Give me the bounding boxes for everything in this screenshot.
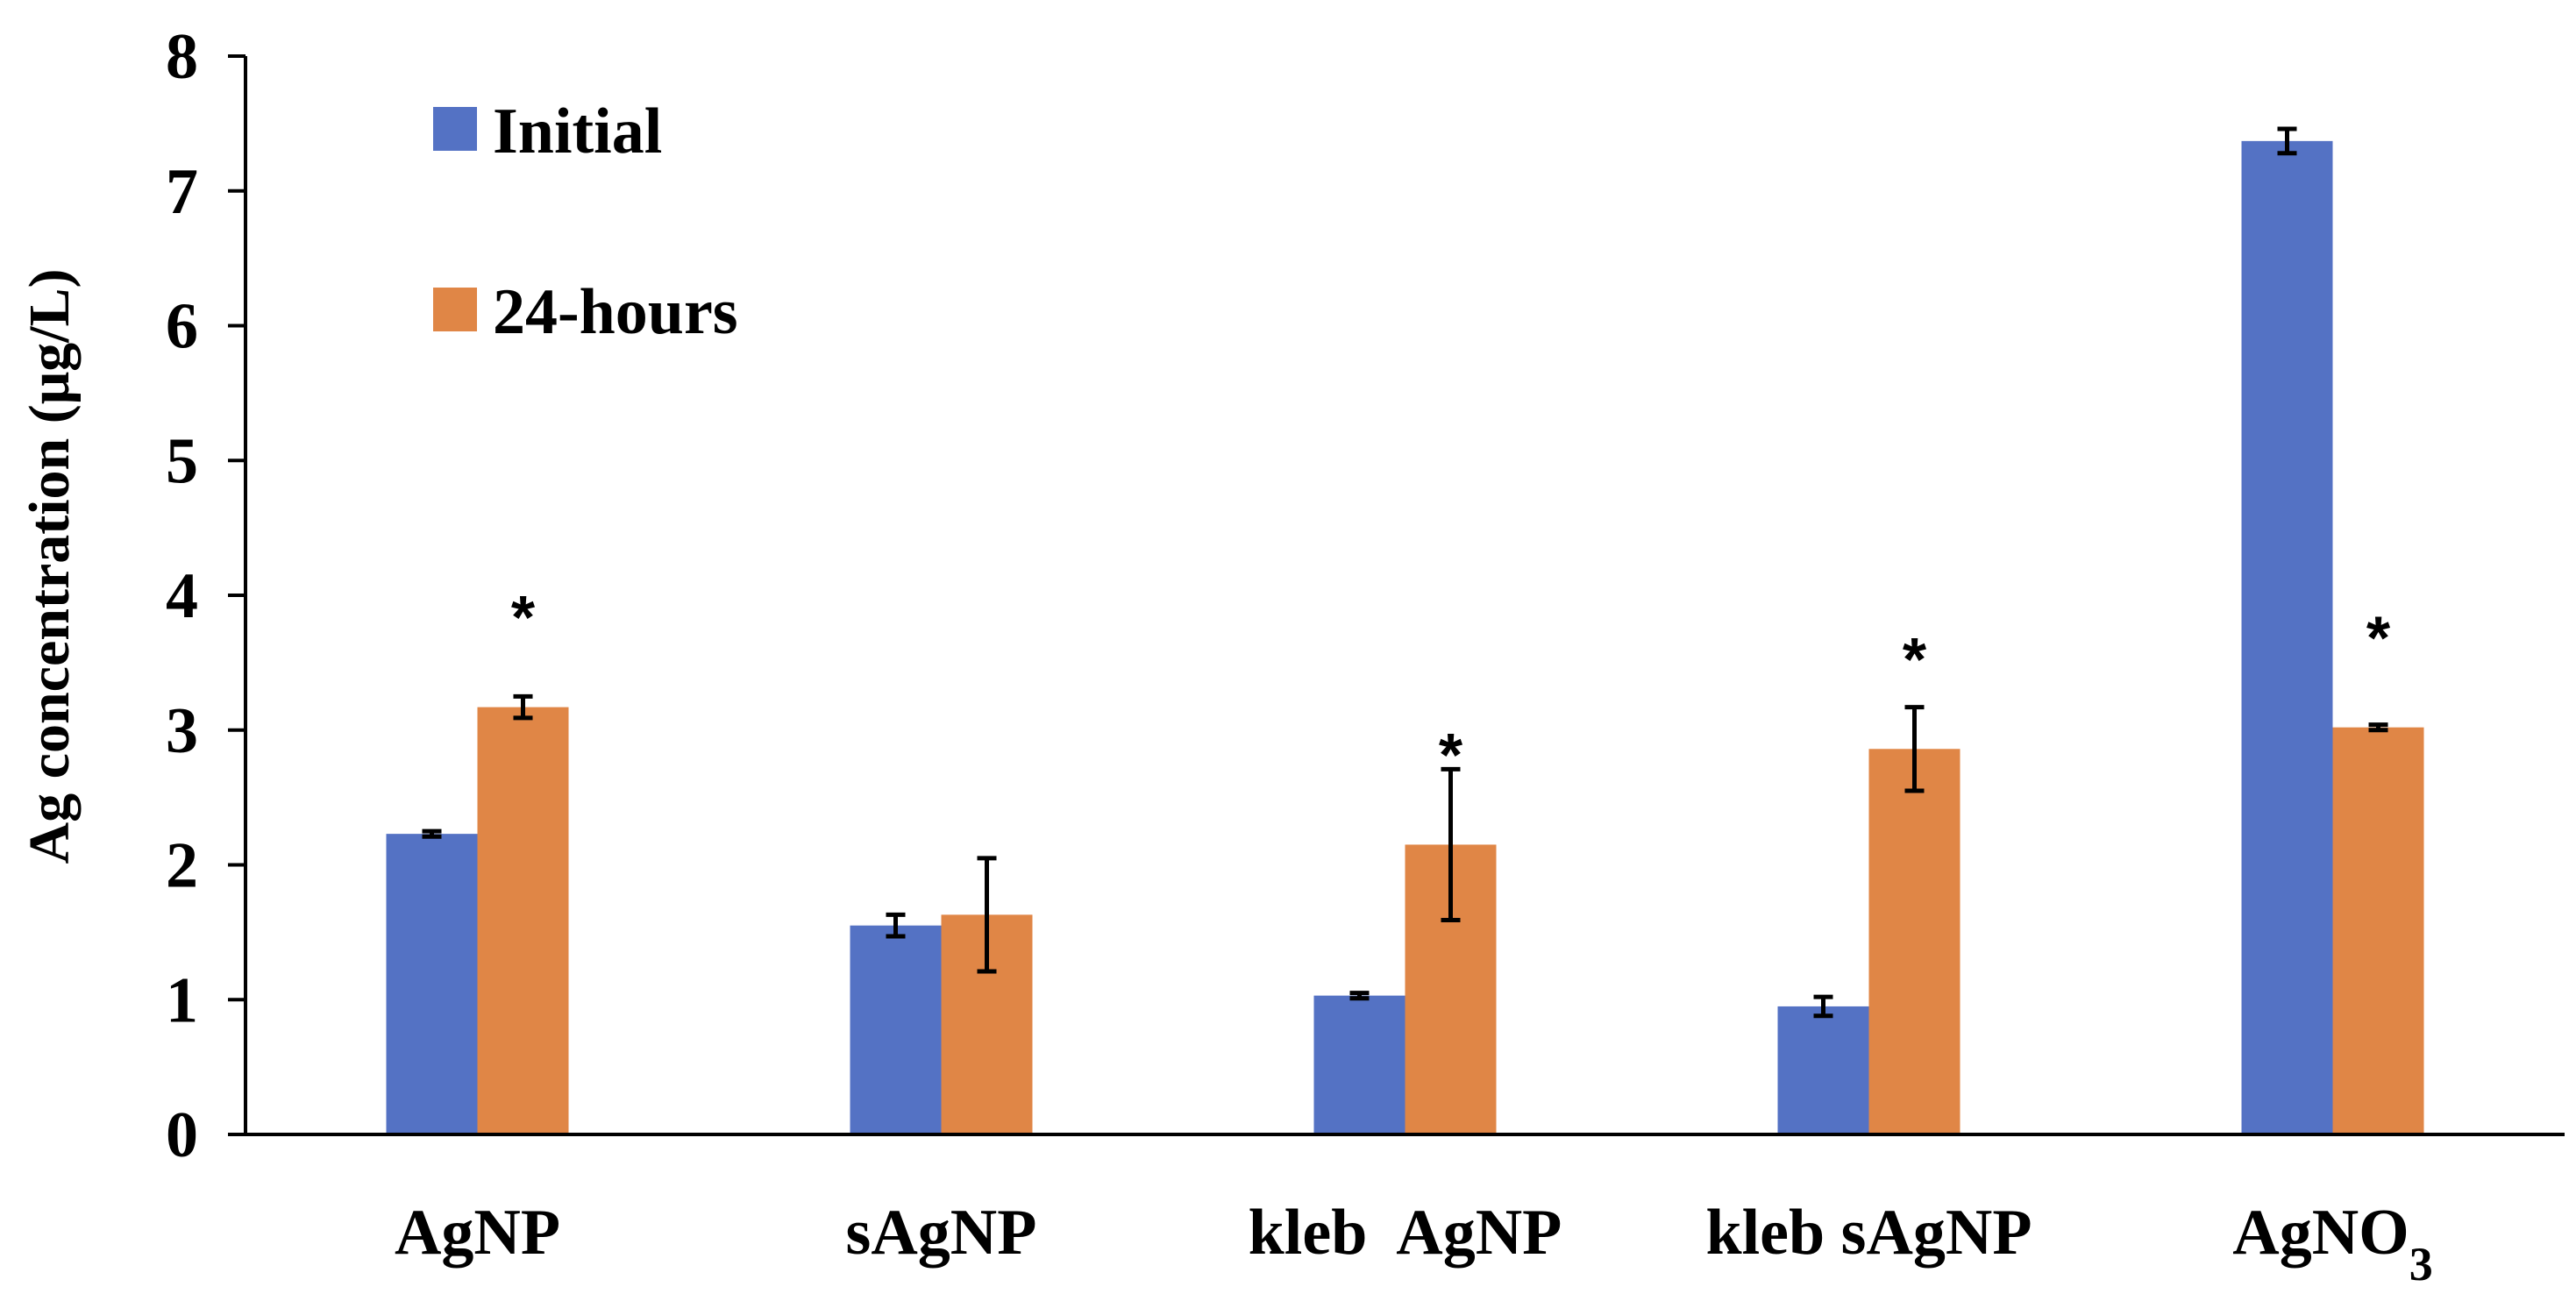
y-axis-title: Ag concentration (μg/L) [18,269,82,864]
bar [386,834,478,1134]
bar [1777,1006,1869,1134]
bar [1868,749,1960,1134]
x-category-label: kleb AgNP [1249,1197,1562,1269]
significance-asterisk: * [1903,625,1927,693]
bar [2241,140,2333,1134]
y-tick-label: 2 [166,830,198,902]
legend-swatch [433,288,477,331]
x-category-label: AgNP [395,1197,560,1269]
x-axis: AgNP sAgNP kleb AgNP kleb sAgNP AgNO3 [246,1133,2565,1290]
significance-asterisk: * [511,583,536,651]
legend-swatch [433,107,477,151]
bar [1313,995,1405,1134]
legend-label: 24-hours [493,276,738,348]
error-bars [422,126,2388,1019]
significance-asterisk: * [1439,721,1463,789]
x-category-label: sAgNP [846,1197,1037,1269]
bar [850,925,942,1134]
y-tick-label: 0 [166,1099,198,1171]
legend: Initial 24-hours [433,96,738,348]
y-tick-label: 5 [166,425,198,497]
bar [477,707,569,1134]
y-axis: 0 1 2 3 4 5 6 7 8 [166,21,247,1171]
legend-label: Initial [493,96,662,167]
y-tick-label: 1 [166,964,198,1036]
y-tick-label: 7 [166,156,198,228]
y-tick-label: 4 [166,560,198,632]
significance-asterisk: * [2366,603,2391,672]
x-category-label: kleb sAgNP [1705,1197,2032,1269]
y-tick-label: 3 [166,695,198,767]
y-tick-label: 6 [166,291,198,363]
significance-markers: * * * * [511,583,2391,789]
bars [386,140,2424,1134]
y-tick-label: 8 [166,21,198,93]
bar [2332,727,2424,1134]
x-category-label: AgNO3 [2232,1197,2432,1290]
